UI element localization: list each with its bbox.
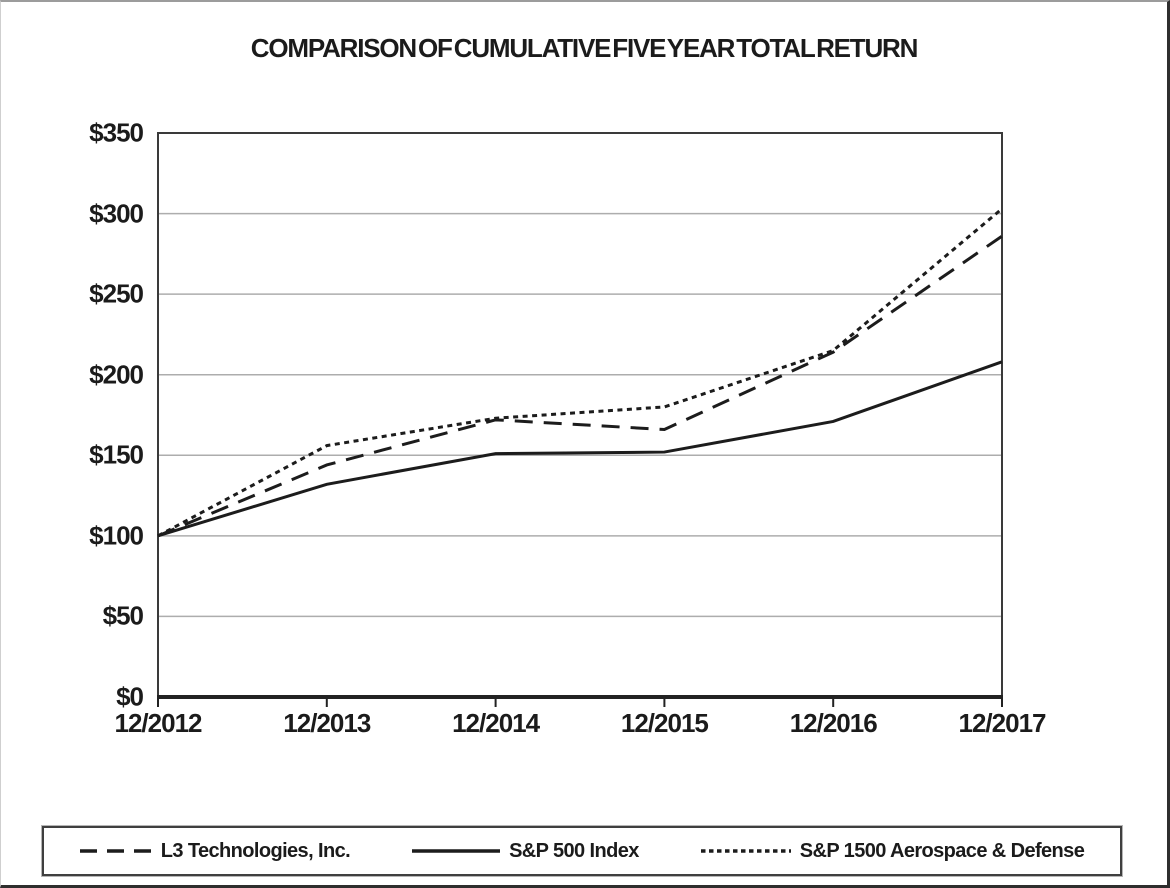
y-tick-label-100: $100	[89, 520, 144, 551]
x-tick-label-12-2014: 12/2014	[452, 708, 540, 738]
series-line-l3-technologies-inc	[157, 234, 1003, 538]
legend-dashed-line-sample-icon	[79, 849, 152, 853]
y-tick-label-300: $300	[89, 198, 144, 229]
legend-label-s-p-1500-aerospace-defense: S&P 1500 Aerospace & Defense	[799, 839, 1085, 862]
x-tick-label-12-2013: 12/2013	[283, 708, 371, 738]
y-tick-label-350: $350	[89, 117, 144, 148]
legend-box: L3 Technologies, Inc. S&P 500 Index S&P 15…	[42, 826, 1122, 876]
y-tick-label-150: $150	[89, 439, 144, 470]
series-line-s-p-500-index	[157, 360, 1003, 538]
chart-title: COMPARISON OF CUMULATIVE FIVE YEAR TOTAL…	[250, 33, 919, 63]
y-tick-label-50: $50	[102, 600, 144, 631]
y-tick-label-250: $250	[89, 278, 144, 309]
series-line-s-p-1500-aerospace-defense	[157, 207, 1003, 538]
x-tick-label-12-2017: 12/2017	[958, 708, 1047, 738]
legend-solid-line-sample-icon	[412, 849, 501, 853]
x-tick-label-12-2012: 12/2012	[114, 708, 203, 738]
legend-item-s-p-500-index: S&P 500 Index	[412, 840, 639, 863]
legend-item-l3-technologies-inc: L3 Technologies, Inc.	[79, 839, 351, 863]
x-tick-label-12-2016: 12/2016	[789, 708, 878, 738]
y-tick-label-0: $0	[116, 681, 144, 712]
legend-dotted-line-sample-icon	[700, 849, 791, 853]
legend-label-l3-technologies-inc: L3 Technologies, Inc.	[160, 839, 351, 862]
legend-item-s-p-1500-aerospace-defense: S&P 1500 Aerospace & Defense	[700, 839, 1085, 863]
y-tick-label-200: $200	[89, 359, 144, 390]
plot-frame	[157, 132, 1003, 698]
legend-label-s-p-500-index: S&P 500 Index	[509, 839, 639, 862]
x-tick-label-12-2015: 12/2015	[620, 708, 709, 738]
